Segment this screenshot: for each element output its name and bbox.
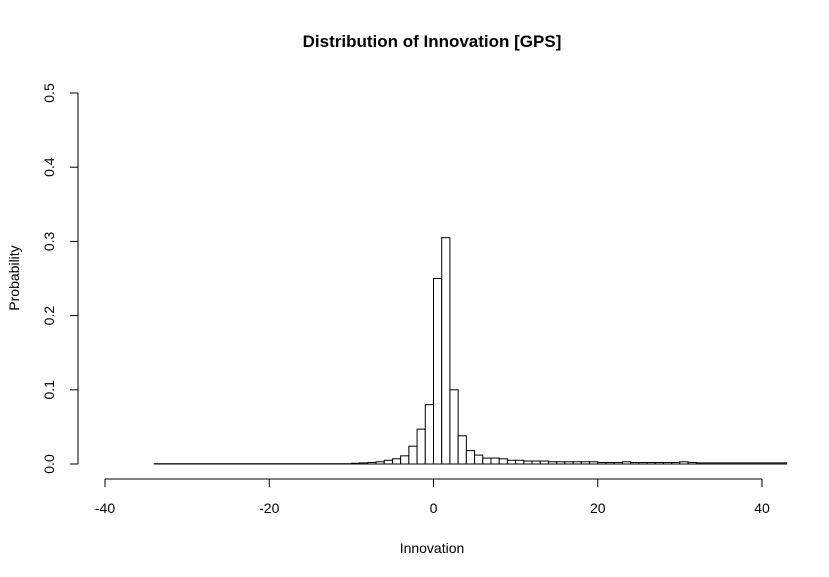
y-tick-label: 0.1 xyxy=(41,380,57,400)
histogram-bar xyxy=(400,455,410,465)
histogram-bar xyxy=(449,389,459,465)
histogram-bar xyxy=(605,462,615,465)
y-axis: 0.0 0.1 0.2 0.3 0.4 0.5 xyxy=(41,83,79,474)
y-tick-label: 0.4 xyxy=(41,157,57,177)
y-tick-label: 0.5 xyxy=(41,83,57,103)
histogram-bar xyxy=(482,457,492,465)
x-tick-label: -20 xyxy=(259,500,279,516)
histogram-bar xyxy=(531,460,541,465)
y-tick-label: 0.3 xyxy=(41,231,57,251)
histogram-bar xyxy=(474,454,484,465)
histogram-bar xyxy=(515,459,525,465)
histogram-bar xyxy=(523,460,533,465)
y-tick-label: 0.2 xyxy=(41,306,57,326)
x-tick-label: 0 xyxy=(430,500,438,516)
histogram-bar xyxy=(621,461,632,465)
y-tick-label: 0.0 xyxy=(41,454,57,474)
histogram-bar xyxy=(695,462,788,465)
histogram-bar xyxy=(580,461,591,465)
histogram-bar xyxy=(539,460,549,465)
histogram-bar xyxy=(589,461,599,465)
histogram-bar xyxy=(564,461,574,465)
histogram-bar xyxy=(597,462,607,465)
x-tick-label: 40 xyxy=(754,500,770,516)
histogram-bar xyxy=(408,445,418,465)
y-axis-label: Probability xyxy=(6,245,22,310)
histogram-bar xyxy=(383,459,393,465)
histogram-bar xyxy=(350,462,361,465)
histogram-bar xyxy=(416,428,426,465)
histogram-bar xyxy=(367,462,377,465)
histogram-bar xyxy=(671,462,681,465)
histogram-bar xyxy=(630,462,640,465)
histogram-bar xyxy=(375,461,385,465)
histogram-bar xyxy=(638,462,648,465)
histogram-bar xyxy=(662,462,673,465)
chart-title: Distribution of Innovation [GPS] xyxy=(303,32,562,51)
histogram-bar xyxy=(498,458,508,465)
histogram-bar xyxy=(506,459,517,465)
histogram-bar xyxy=(613,462,623,465)
histogram-bar xyxy=(424,404,435,465)
histogram-bar xyxy=(359,462,369,465)
histogram-bar xyxy=(547,461,558,465)
histogram-bar xyxy=(654,462,664,465)
histogram-bar xyxy=(679,461,689,465)
x-tick-label: 20 xyxy=(590,500,606,516)
x-tick-label: -40 xyxy=(95,500,115,516)
x-axis-label: Innovation xyxy=(400,540,465,556)
x-axis: -40 -20 0 20 40 xyxy=(95,478,770,516)
histogram-bar xyxy=(556,461,566,465)
histogram-bar xyxy=(391,458,402,465)
histogram-bar xyxy=(646,462,656,465)
histogram-bar xyxy=(465,450,476,465)
histogram-bar xyxy=(572,461,582,465)
histogram-bar xyxy=(441,237,451,465)
histogram-bar xyxy=(687,462,697,465)
histogram-bar xyxy=(490,457,500,465)
histogram-bars xyxy=(153,237,788,465)
histogram-bar xyxy=(433,278,443,465)
histogram-bar xyxy=(457,435,467,465)
